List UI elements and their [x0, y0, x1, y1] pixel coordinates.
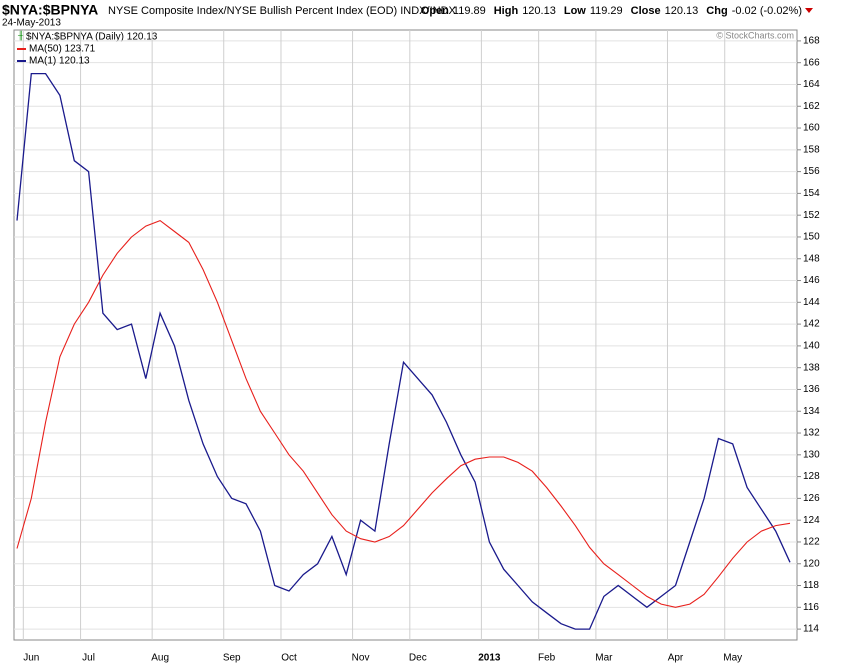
y-tick-label: 116 — [803, 602, 819, 613]
y-tick-label: 118 — [803, 580, 819, 591]
y-tick-label: 160 — [803, 123, 820, 134]
quote-label: Chg — [706, 5, 727, 17]
y-tick-label: 138 — [803, 362, 820, 373]
quote-value: 120.13 — [522, 5, 556, 17]
legend-title: $NYA:$BPNYA (Daily) 120.13 — [26, 32, 158, 43]
quote-label: High — [494, 5, 519, 17]
quote-label: Open — [421, 5, 449, 17]
y-tick-label: 144 — [803, 297, 820, 308]
y-tick-label: 128 — [803, 471, 820, 482]
quote-value: 120.13 — [665, 5, 699, 17]
quote-label: Close — [631, 5, 661, 17]
series-line — [16, 219, 791, 608]
y-tick-label: 158 — [803, 144, 820, 155]
date: 24-May-2013 — [2, 18, 61, 29]
x-tick-label: May — [723, 653, 742, 664]
quote-label: Low — [564, 5, 586, 17]
y-tick-label: 156 — [803, 166, 820, 177]
y-tick-label: 166 — [803, 57, 820, 68]
y-tick-label: 150 — [803, 232, 820, 243]
y-tick-label: 114 — [803, 624, 819, 635]
x-tick-label: Dec — [409, 653, 427, 664]
x-tick-label: 2013 — [478, 653, 501, 664]
y-tick-label: 126 — [803, 493, 820, 504]
symbol: $NYA:$BPNYA — [2, 2, 98, 18]
y-tick-label: 134 — [803, 406, 820, 417]
x-tick-label: Oct — [281, 653, 297, 664]
plot-frame — [13, 29, 798, 641]
y-tick-label: 140 — [803, 341, 820, 352]
y-tick-label: 130 — [803, 449, 820, 460]
legend-label: MA(1) 120.13 — [29, 56, 90, 67]
x-tick-label: Nov — [352, 653, 370, 664]
x-tick-label: Feb — [538, 653, 556, 664]
y-tick-label: 164 — [803, 79, 820, 90]
x-tick-label: Jul — [82, 653, 95, 664]
quote-value: -0.02 (-0.02%) — [732, 5, 802, 17]
subtitle: NYSE Composite Index/NYSE Bullish Percen… — [108, 5, 457, 17]
y-tick-label: 132 — [803, 428, 820, 439]
quote-value: 119.89 — [453, 5, 486, 17]
watermark: © StockCharts.com — [716, 30, 794, 40]
y-tick-label: 152 — [803, 210, 820, 221]
series-line — [16, 72, 791, 630]
y-tick-label: 146 — [803, 275, 820, 286]
y-tick-label: 162 — [803, 101, 820, 112]
y-tick-label: 120 — [803, 558, 820, 569]
x-tick-label: Mar — [595, 653, 613, 664]
y-tick-label: 136 — [803, 384, 820, 395]
y-tick-label: 124 — [803, 515, 820, 526]
y-tick-label: 122 — [803, 537, 820, 548]
quote: Open 119.89 High 120.13 Low 119.29 Close 120.13… — [421, 5, 802, 17]
legend-icon: ╫ — [17, 30, 24, 41]
quote-value: 119.29 — [590, 5, 623, 17]
y-tick-label: 154 — [803, 188, 820, 199]
x-tick-label: Sep — [223, 653, 241, 664]
x-tick-label: Aug — [151, 653, 169, 664]
x-tick-label: Jun — [23, 653, 39, 664]
legend-label: MA(50) 123.71 — [29, 44, 96, 55]
y-tick-label: 168 — [803, 36, 820, 47]
y-tick-label: 148 — [803, 253, 820, 264]
chg-arrow — [805, 8, 813, 13]
y-tick-label: 142 — [803, 319, 820, 330]
x-tick-label: Apr — [668, 653, 684, 664]
